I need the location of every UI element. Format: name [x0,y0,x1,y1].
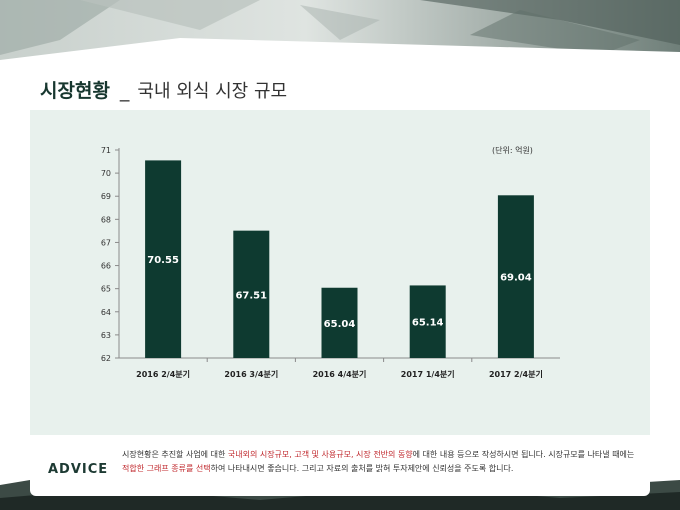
advice-highlight: 적합한 그래프 종류를 선택 [122,464,211,473]
y-tick-label: 69 [101,192,111,201]
header-texture [0,0,680,70]
bar-value-label: 65.04 [324,319,356,330]
y-tick-label: 68 [101,215,111,224]
bar [497,195,534,358]
x-tick-label: 2016 4/4분기 [313,369,367,379]
x-tick-label: 2016 2/4분기 [136,369,190,379]
bar [233,230,270,358]
advice-segment: 시장현황은 추진할 사업에 대한 [122,450,228,459]
y-tick-label: 66 [101,262,111,271]
advice-title: ADVICE [48,462,109,477]
title-separator: _ [119,80,130,102]
x-tick-label: 2017 2/4분기 [489,369,543,379]
y-tick-label: 65 [101,285,111,294]
bar-chart: 62 63 64 65 66 67 68 69 70 71 2016 2/4분기 2016 3/4분기… [101,146,560,379]
bar [409,285,446,358]
bar-value-label: 67.51 [235,290,267,301]
advice-segment: 하여 나타내시면 좋습니다. 그리고 자료의 출처를 밝혀 투자제안에 신뢰성을… [210,464,514,473]
header-banner [0,0,680,70]
page-subtitle: 국내 외식 시장 규모 [137,81,288,102]
advice-highlight: 국내외의 시장규모, 고객 및 사용규모, 시장 전반의 동향 [227,450,413,459]
chart-panel [30,110,650,435]
bar [321,287,358,358]
unit-label: (단위: 억원) [492,146,533,155]
y-tick-label: 63 [101,331,111,340]
y-tick-label: 67 [101,238,111,247]
y-tick-label: 64 [101,308,111,317]
bar-value-label: 65.14 [412,318,444,329]
bar-value-label: 70.55 [147,255,179,266]
advice-box: ADVICE 시장현황은 추진할 사업에 대한 국내외의 시장규모, 고객 및 … [30,446,650,496]
y-tick-label: 62 [101,354,111,363]
y-tick-label: 71 [101,146,111,155]
x-tick-label: 2017 1/4분기 [401,369,455,379]
advice-text: 시장현황은 추진할 사업에 대한 국내외의 시장규모, 고객 및 사용규모, 시… [122,448,644,476]
y-tick-label: 70 [101,169,111,178]
bar-value-label: 69.04 [500,273,532,284]
advice-segment: 에 대한 내용 등으로 작성하시면 됩니다. 시장규모를 나타낼 때에는 [412,450,635,459]
page-title-main: 시장현황 [40,80,110,102]
x-tick-label: 2016 3/4분기 [224,369,278,379]
page-title: 시장현황 _ 국내 외식 시장 규모 [40,76,287,106]
bar [145,160,182,358]
